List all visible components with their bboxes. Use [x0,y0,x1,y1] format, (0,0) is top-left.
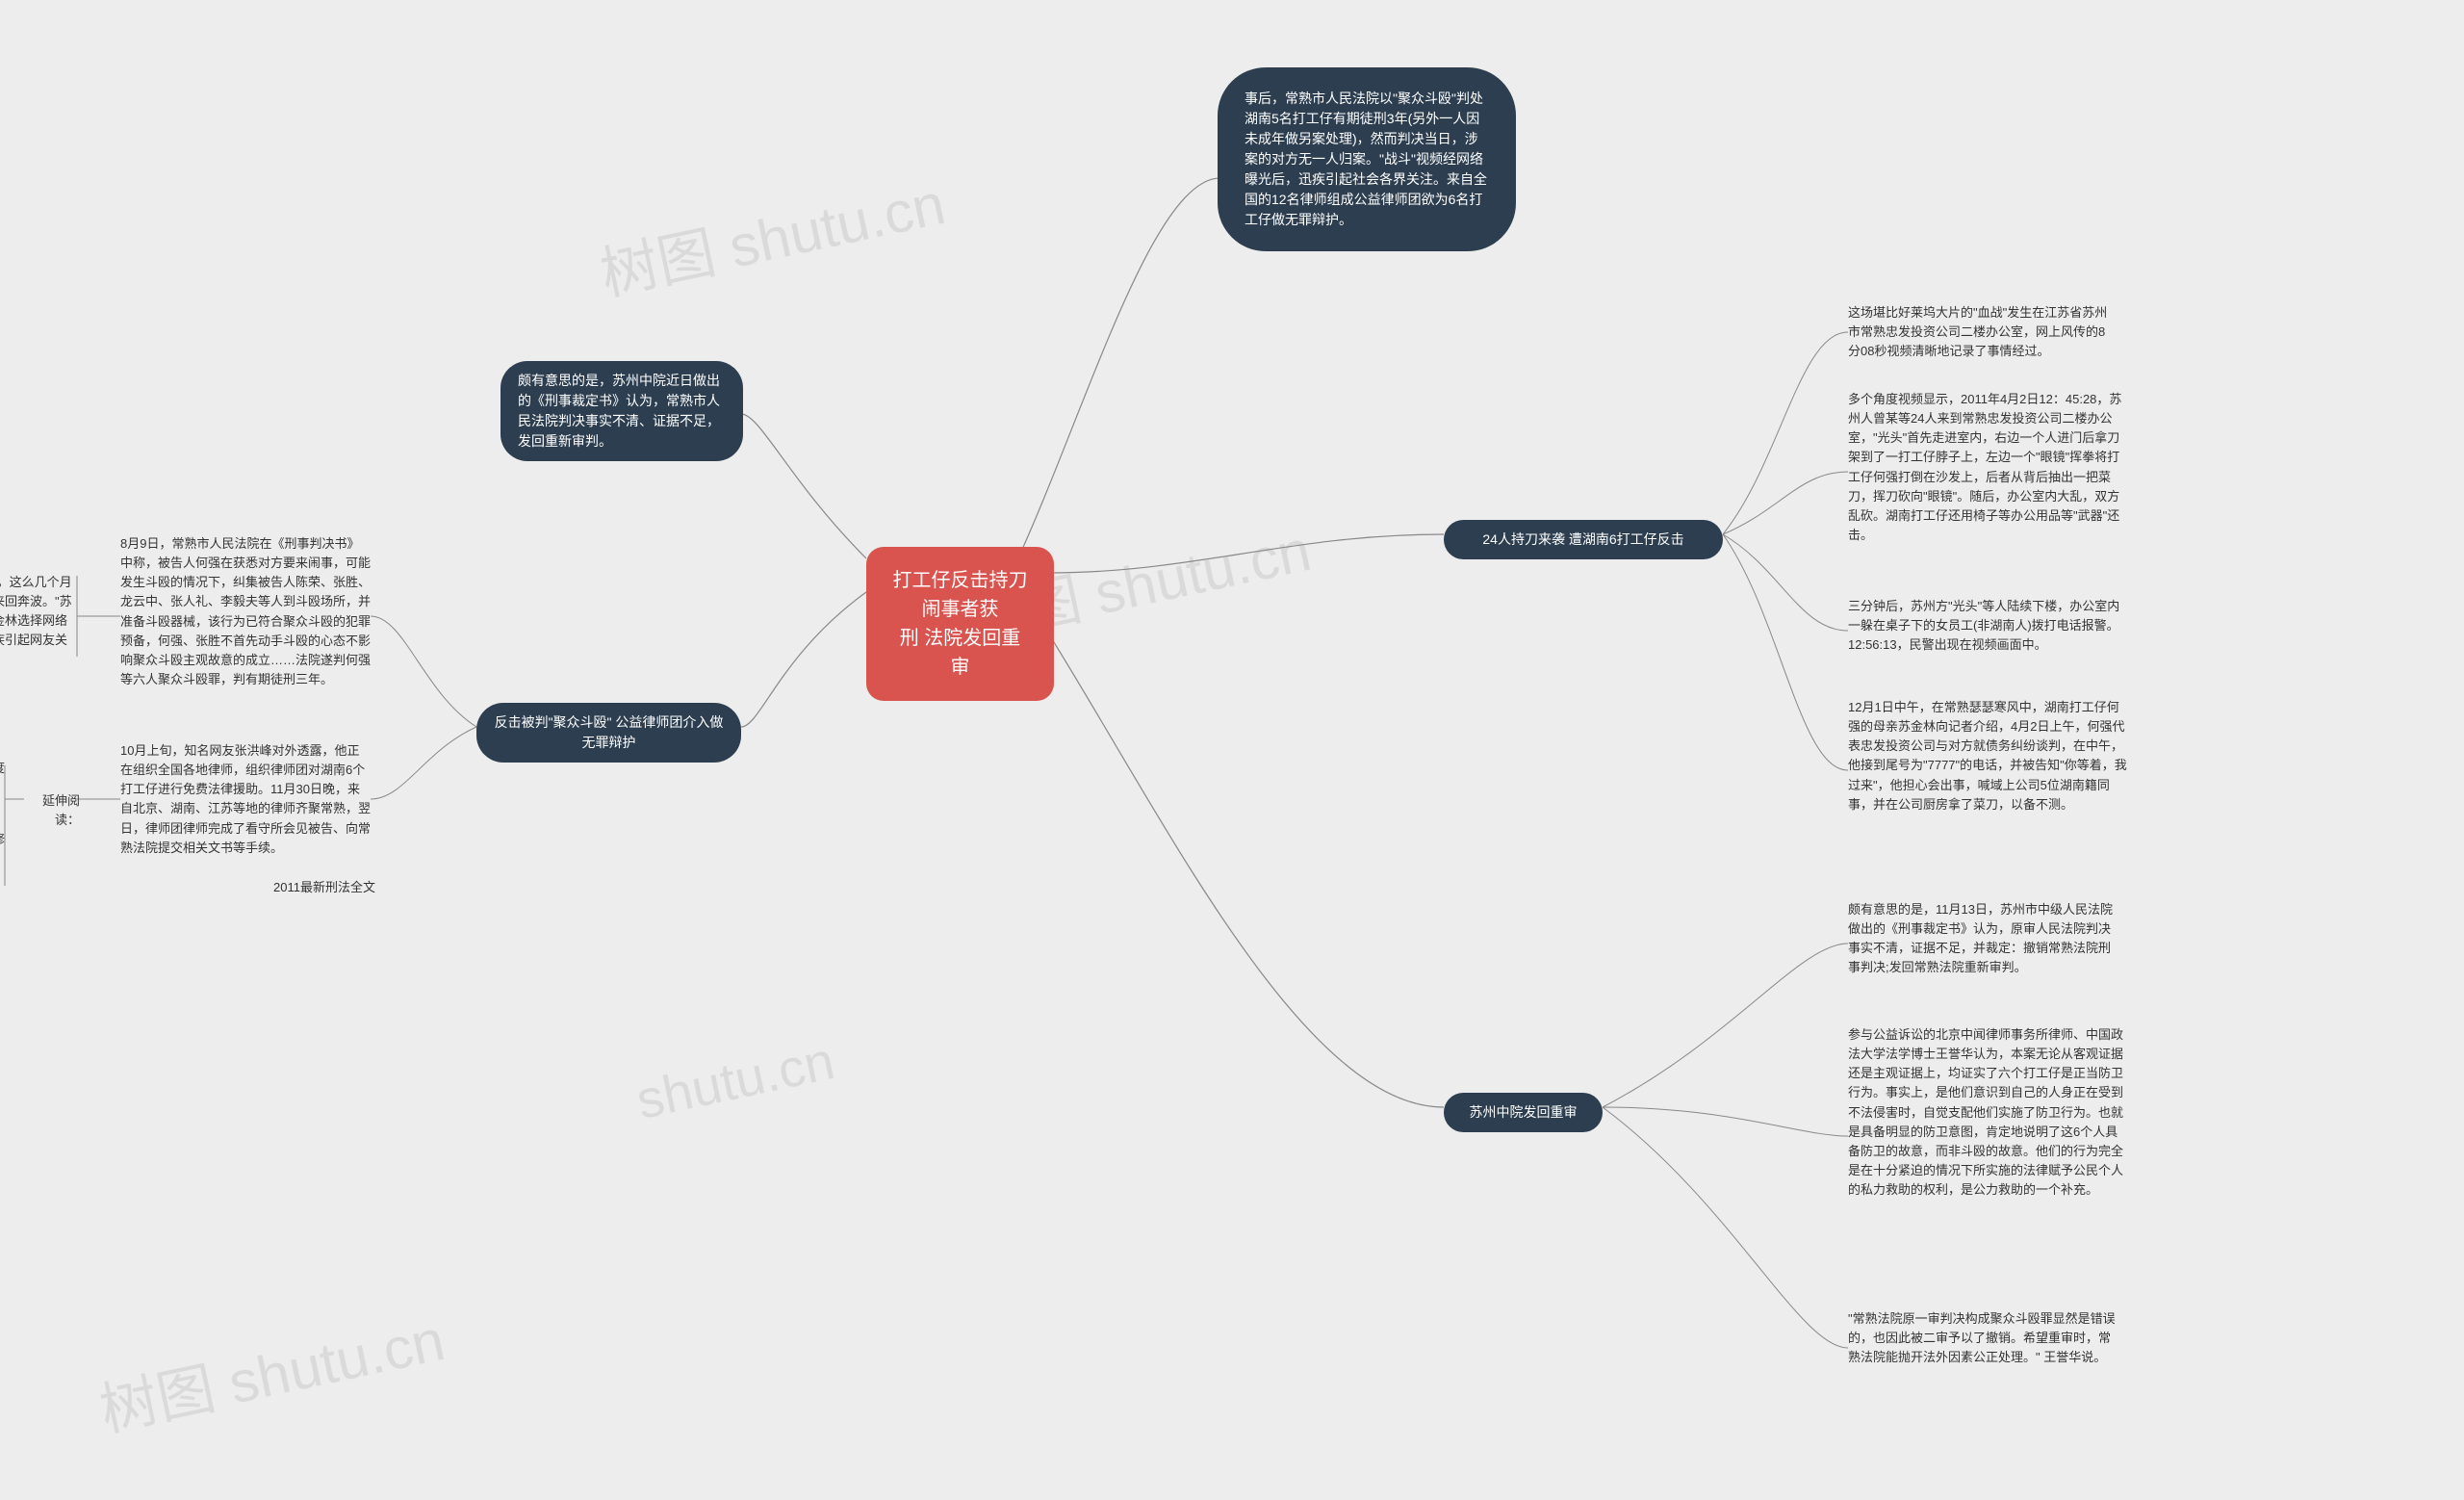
branch1-item-0: 这场堪比好莱坞大片的"血战"发生在江苏省苏州市常熟忠发投资公司二楼办公室，网上风… [1848,303,2118,361]
left-item2-sublabel: 延伸阅读： [24,791,80,830]
left-branch-label: 反击被判"聚众斗殴" 公益律师团介入做无罪辩护 [495,714,724,750]
left-bubble1-text: 颇有意思的是，苏州中院近日做出的《刑事裁定书》认为，常熟市人民法院判决事实不清、… [518,373,720,449]
watermark: 树图 shutu.cn [91,1293,451,1448]
branch1-item-2: 三分钟后，苏州方"光头"等人陆续下楼，办公室内一躲在桌子下的女员工(非湖南人)拨… [1848,597,2122,655]
branch2-label: 苏州中院发回重审 [1470,1104,1578,1120]
branch1-item-3: 12月1日中午，在常熟瑟瑟寒风中，湖南打工仔何强的母亲苏金林向记者介绍，4月2日… [1848,698,2127,815]
right-top-bubble[interactable]: 事后，常熟市人民法院以"聚众斗殴"判处湖南5名打工仔有期徒刑3年(另外一人因未成… [1218,67,1516,251]
branch2-node[interactable]: 苏州中院发回重审 [1444,1093,1603,1132]
center-title: 打工仔反击持刀闹事者获 刑 法院发回重审 [893,570,1028,678]
branch2-item-0: 颇有意思的是，11月13日，苏州市中级人民法院做出的《刑事裁定书》认为，原审人民… [1848,900,2122,978]
watermark: shutu.cn [631,1029,840,1131]
branch2-item-2: "常熟法院原一审判决构成聚众斗殴罪显然是错误的，也因此被二审予以了撤销。希望重审… [1848,1309,2122,1367]
right-top-text: 事后，常熟市人民法院以"聚众斗殴"判处湖南5名打工仔有期徒刑3年(另外一人因未成… [1245,91,1487,227]
watermark: 树图 shutu.cn [592,157,952,312]
branch2-item-1: 参与公益诉讼的北京中闻律师事务所律师、中国政法大学法学博士王誉华认为，本案无论从… [1848,1025,2127,1200]
left-item2: 10月上旬，知名网友张洪峰对外透露，他正在组织全国各地律师，组织律师团对湖南6个… [120,741,371,858]
branch1-label: 24人持刀来袭 遭湖南6打工仔反击 [1482,531,1683,547]
branch1-node[interactable]: 24人持刀来袭 遭湖南6打工仔反击 [1444,520,1723,559]
left-item1: 8月9日，常熟市人民法院在《刑事判决书》中称，被告人何强在获悉对方要来闹事，可能… [120,534,371,689]
left-item2-sub-0: 法规再改：总结实践经验 完善诉讼制度 [0,759,5,778]
left-bubble1[interactable]: 颇有意思的是，苏州中院近日做出的《刑事裁定书》认为，常熟市人民法院判决事实不清、… [500,361,743,461]
left-branch-node[interactable]: 反击被判"聚众斗殴" 公益律师团介入做无罪辩护 [476,703,741,763]
branch1-item-1: 多个角度视频显示，2011年4月2日12：45:28，苏州人曾某等24人来到常熟… [1848,390,2127,545]
center-node[interactable]: 打工仔反击持刀闹事者获 刑 法院发回重审 [866,547,1054,701]
left-item2-sub-2: 2011最新刑法全文 [260,878,375,897]
left-item2-sub-1: 透视刑事证据法条的增修 [0,830,5,849]
left-item1-sub: "我当时听到这个消息，就崩溃了，这么几个月来，我一直在冷水江与常熟之间来回奔波。… [0,573,75,670]
